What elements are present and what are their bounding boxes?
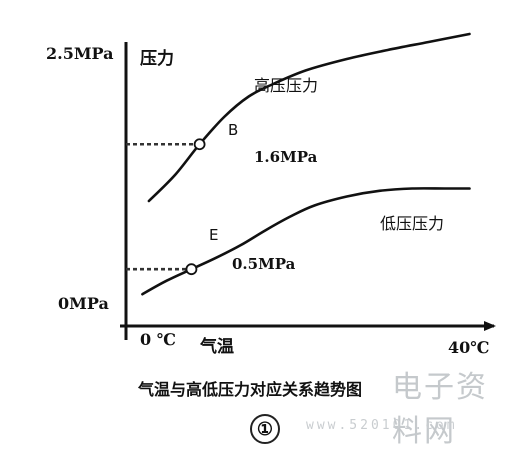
x-tick-max: 40℃ [448, 338, 490, 357]
figure-number: ① [250, 414, 280, 444]
series-label-low: 低压压力 [380, 214, 445, 233]
x-axis-label: 气温 [200, 337, 234, 357]
point-marker-e [185, 263, 198, 276]
x-tick-zero: 0 ℃ [140, 330, 176, 349]
chart-title: 气温与高低压力对应关系趋势图 [138, 380, 363, 399]
point-marker-b [193, 138, 206, 151]
y-tick-zero: 0MPa [58, 294, 109, 313]
y-tick-max: 2.5MPa [46, 44, 114, 63]
series-line-low-pressure [141, 187, 471, 296]
watermark-url: www.520101.com [306, 418, 458, 433]
y-axis-label: 压力 [140, 49, 174, 69]
watermark-text: 电子资料网 [392, 370, 488, 449]
point-e-letter: E [209, 226, 219, 244]
point-e-value: 0.5MPa [232, 255, 296, 273]
point-b-letter: B [228, 121, 239, 139]
series-label-high: 高压压力 [254, 76, 319, 95]
point-b-value: 1.6MPa [254, 148, 318, 166]
series-line-high-pressure [147, 32, 471, 203]
